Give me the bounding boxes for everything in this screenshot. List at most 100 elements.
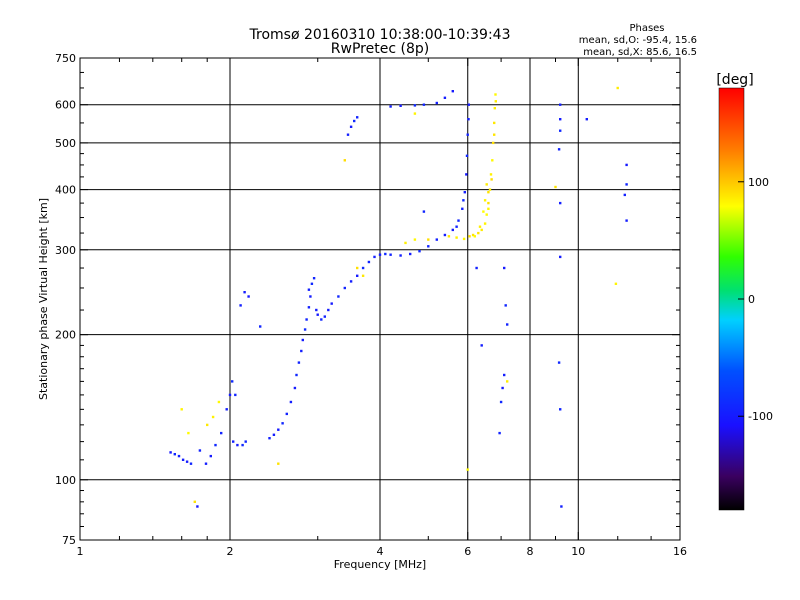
x-axis-ticks: 1 2 4 6 8 10 16 bbox=[77, 58, 687, 558]
x-mode-point bbox=[471, 233, 475, 237]
o-mode-point bbox=[241, 443, 244, 447]
o-mode-point bbox=[204, 462, 208, 465]
o-mode-point bbox=[413, 104, 417, 107]
o-mode-point bbox=[228, 393, 232, 397]
o-mode-point bbox=[305, 318, 308, 321]
stats-line-o: mean, sd,O: -95.4, 15.6 bbox=[579, 35, 697, 46]
o-mode-point bbox=[451, 228, 454, 232]
o-mode-point bbox=[389, 253, 392, 256]
y-tick-label: 200 bbox=[55, 329, 76, 342]
x-mode-point bbox=[614, 282, 618, 285]
y-tick-label: 400 bbox=[55, 184, 76, 197]
x-mode-point bbox=[180, 408, 183, 411]
o-mode-point bbox=[378, 253, 382, 256]
o-mode-point bbox=[467, 103, 470, 106]
o-mode-point bbox=[399, 104, 402, 107]
x-mode-point bbox=[487, 207, 490, 210]
o-mode-point bbox=[220, 431, 223, 435]
o-mode-point bbox=[315, 308, 318, 312]
x-mode-point bbox=[487, 201, 490, 205]
o-mode-point bbox=[559, 129, 562, 132]
x-mode-point bbox=[493, 121, 496, 125]
stats-line-x: mean, sd,X: 85.6, 16.5 bbox=[583, 47, 697, 58]
grid-lines bbox=[80, 58, 680, 540]
o-mode-point bbox=[293, 386, 297, 390]
o-mode-point bbox=[503, 373, 506, 377]
o-mode-point bbox=[353, 119, 356, 123]
o-mode-point bbox=[231, 380, 234, 383]
o-mode-point bbox=[463, 191, 466, 194]
o-mode-point bbox=[559, 255, 562, 259]
o-mode-point bbox=[560, 505, 563, 508]
o-mode-point bbox=[268, 437, 271, 440]
o-mode-point bbox=[625, 163, 628, 167]
x-mode-point bbox=[506, 380, 509, 383]
o-mode-point bbox=[501, 386, 504, 390]
y-tick-label: 750 bbox=[55, 52, 76, 65]
x-tick-label: 6 bbox=[464, 545, 471, 558]
o-mode-point bbox=[196, 505, 199, 508]
colorbar-ticks: 100 0 -100 bbox=[738, 176, 773, 423]
o-mode-point bbox=[297, 361, 301, 364]
o-mode-point bbox=[461, 207, 464, 210]
o-mode-point bbox=[310, 282, 314, 285]
o-mode-point bbox=[465, 173, 468, 176]
o-mode-point bbox=[504, 304, 507, 307]
x-mode-point bbox=[483, 199, 487, 202]
x-tick-label: 4 bbox=[377, 545, 384, 558]
o-mode-point bbox=[373, 255, 376, 259]
o-mode-point bbox=[559, 201, 562, 205]
x-mode-point bbox=[447, 235, 451, 238]
x-mode-point bbox=[277, 462, 280, 465]
colorbar-tick-label: 100 bbox=[748, 176, 769, 189]
o-mode-point bbox=[232, 440, 235, 443]
x-mode-point bbox=[206, 423, 209, 427]
x-tick-label: 10 bbox=[571, 545, 585, 558]
o-mode-point bbox=[307, 306, 311, 309]
x-mode-point bbox=[478, 225, 482, 228]
o-mode-point bbox=[356, 274, 359, 277]
o-mode-point bbox=[623, 193, 626, 197]
o-mode-point bbox=[399, 254, 402, 257]
o-mode-point bbox=[427, 245, 430, 248]
o-mode-point bbox=[239, 304, 242, 307]
chart-subtitle: RwPretec (8p) bbox=[331, 41, 429, 57]
o-mode-point bbox=[277, 428, 280, 431]
o-mode-point bbox=[422, 210, 426, 213]
y-tick-label: 75 bbox=[62, 534, 76, 547]
x-mode-point bbox=[482, 210, 485, 213]
data-points bbox=[169, 86, 628, 508]
o-mode-point bbox=[295, 373, 298, 377]
x-mode-point bbox=[487, 191, 490, 194]
o-mode-point bbox=[198, 449, 202, 452]
x-mode-point bbox=[480, 228, 483, 232]
o-mode-point bbox=[443, 233, 447, 237]
x-mode-point bbox=[356, 266, 359, 270]
o-mode-point bbox=[356, 116, 359, 119]
x-mode-point bbox=[494, 100, 497, 103]
x-mode-point bbox=[473, 235, 476, 238]
o-mode-point bbox=[307, 288, 311, 291]
x-mode-point bbox=[468, 235, 471, 238]
o-mode-point bbox=[384, 252, 387, 256]
o-mode-point bbox=[349, 280, 353, 283]
o-mode-point bbox=[272, 433, 276, 436]
y-tick-label: 600 bbox=[55, 99, 76, 112]
o-mode-point bbox=[418, 250, 421, 253]
x-mode-point bbox=[554, 185, 557, 189]
o-mode-point bbox=[337, 295, 340, 298]
o-mode-point bbox=[301, 338, 304, 342]
x-mode-point bbox=[493, 107, 496, 110]
o-mode-point bbox=[173, 453, 176, 456]
y-axis-label: Stationary phase Virtual Height [km] bbox=[37, 198, 50, 400]
o-mode-point bbox=[243, 291, 246, 294]
o-mode-point bbox=[259, 325, 262, 328]
o-mode-point bbox=[498, 431, 501, 435]
o-mode-point bbox=[389, 105, 392, 108]
o-mode-point bbox=[312, 277, 316, 280]
x-mode-point bbox=[361, 274, 365, 277]
o-mode-point bbox=[281, 422, 284, 425]
colorbar-tick-label: 0 bbox=[748, 293, 755, 306]
x-mode-point bbox=[193, 500, 196, 503]
x-mode-point bbox=[483, 222, 487, 225]
